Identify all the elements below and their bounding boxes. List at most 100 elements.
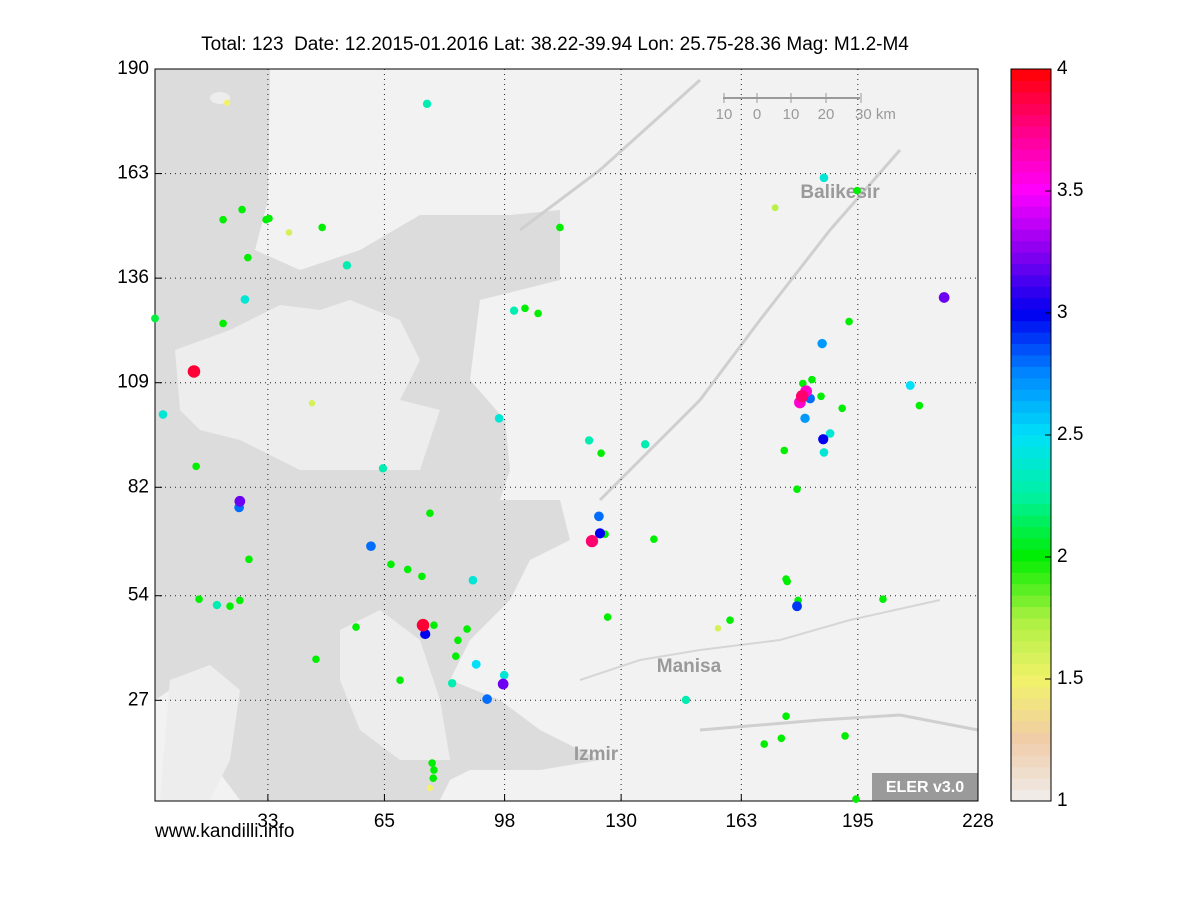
road [598,149,902,502]
earthquake-point [387,560,395,569]
earthquake-point [597,449,605,458]
earthquake-point [422,99,432,109]
earthquake-point [792,601,802,612]
colorbar-cell [1011,457,1051,470]
earthquake-point [416,618,430,632]
y-tick-label: 190 [117,58,149,79]
colorbar-cell [1011,618,1051,630]
colorbar-cell [1011,572,1051,585]
earthquake-point [825,429,835,438]
earthquake-point [808,375,816,384]
colorbar-cell [1011,606,1051,619]
colorbar-cell [1011,252,1051,264]
earthquake-point [499,670,509,680]
x-tick-label: 98 [494,811,515,832]
peninsula [340,610,450,760]
earthquake-point [158,410,168,419]
earthquake-point [594,528,606,539]
earthquake-point [463,625,471,633]
earthquake-point [603,613,612,621]
map-label: Balikesir [800,182,880,203]
earthquake-point [905,380,915,390]
x-tick-label: 163 [725,811,757,832]
earthquake-point [915,401,924,410]
colorbar-cell [1011,698,1051,710]
earthquake-point [312,655,320,664]
colorbar-cell [1011,103,1051,116]
earthquake-point [800,413,810,424]
colorbar-tick-label: 1 [1057,790,1068,811]
scale-bar-label: 20 [818,106,835,123]
earthquake-point [447,679,457,688]
colorbar-cell [1011,595,1051,608]
colorbar-cell [1011,377,1051,390]
earthquake-point [497,678,509,690]
earthquake-point [192,462,200,471]
colorbar-cell [1011,274,1051,287]
map-background [155,69,979,801]
earthquake-point [482,694,492,704]
earthquake-point [226,602,234,610]
earthquake-point [782,575,790,583]
earthquake-point [418,572,426,581]
island [175,300,440,470]
earthquake-point [782,712,790,720]
earthquake-point [594,511,604,522]
map-label: Manisa [657,656,722,677]
earthquake-point [584,436,594,445]
island [160,665,240,800]
earthquake-point [451,652,460,660]
earthquake-point [428,759,436,767]
earthquake-point [426,784,434,791]
colorbar-cell [1011,126,1051,139]
colorbar-cell [1011,149,1051,161]
colorbar-cell [1011,469,1051,482]
earthquake-point [771,204,779,212]
earthquake-point [509,306,519,315]
y-tick-label: 27 [128,689,149,710]
colorbar-tick-label: 2.5 [1057,424,1083,445]
colorbar-cell [1011,743,1051,756]
earthquake-point [852,795,860,803]
earthquake-point [534,309,542,318]
colorbar-cell [1011,263,1051,276]
earthquake-point [366,541,376,551]
colorbar-tick-label: 3.5 [1057,180,1083,201]
colorbar-cell [1011,400,1051,413]
road [579,599,941,681]
colorbar-cell [1011,332,1051,344]
colorbar-cell [1011,446,1051,459]
earthquake-point [352,623,360,631]
colorbar-cell [1011,583,1051,596]
colorbar-cell [1011,160,1051,173]
colorbar-cell [1011,114,1051,127]
earthquake-point [238,205,246,214]
badge-label: ELER v3.0 [886,779,964,796]
colorbar-cell [1011,492,1051,505]
colorbar-cell [1011,320,1051,333]
earthquake-point [471,659,481,669]
colorbar-cell [1011,206,1051,219]
y-tick-label: 136 [117,267,149,288]
colorbar-cell [1011,675,1051,688]
earthquake-point [195,595,203,604]
x-tick-label: 65 [374,811,395,832]
x-tick-label: 195 [842,811,874,832]
colorbar-cell [1011,229,1051,242]
x-tick-label: 130 [605,811,637,832]
earthquake-point [780,446,789,455]
earthquake-point [285,229,293,236]
colorbar-cell [1011,297,1051,310]
scale-bar-label: 10 [783,106,800,123]
earthquake-point [777,734,786,743]
colorbar-cell [1011,91,1051,104]
earthquake-point [219,215,227,224]
colorbar-cell [1011,309,1051,322]
colorbar-cell [1011,286,1051,299]
scale-bar-label: 10 [716,106,733,123]
earthquake-point [420,628,431,640]
earthquake-point [454,636,462,645]
colorbar-cell [1011,389,1051,402]
earthquake-point [521,304,529,313]
colorbar-cell [1011,240,1051,253]
